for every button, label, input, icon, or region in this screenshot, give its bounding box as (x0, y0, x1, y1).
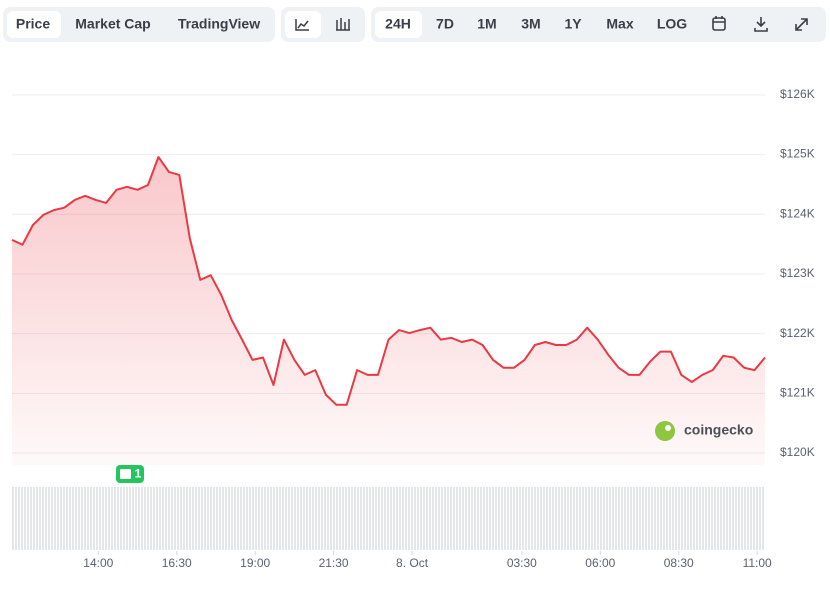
x-tick-label: 16:30 (162, 556, 192, 570)
active-tab[interactable] (7, 11, 61, 38)
x-tick-label: 08:30 (664, 556, 694, 570)
calendar-detail (713, 16, 725, 23)
y-tick-label: $124K (780, 206, 815, 220)
range-group (371, 7, 826, 42)
range-3m[interactable]: 3M (521, 16, 540, 32)
event-count: 1 (135, 467, 142, 481)
range-1m[interactable]: 1M (477, 16, 496, 32)
tab-price[interactable]: Price (16, 16, 50, 32)
x-tick-label: 03:30 (507, 556, 537, 570)
range-24h[interactable]: 24H (385, 16, 411, 32)
plot: $120K $121K $122K $123K $124K $125K $126K 14:00… (11, 87, 815, 570)
calendar-icon[interactable] (712, 17, 726, 31)
watermark-eye (665, 425, 671, 431)
candle-icon[interactable] (336, 18, 350, 31)
tab-market-cap[interactable]: Market Cap (75, 16, 150, 32)
y-tick-label: $122K (780, 326, 815, 340)
active-range[interactable] (375, 11, 422, 38)
toolbar: Price Market Cap TradingView 24H 7D 1M 3… (3, 7, 826, 42)
watermark-text: coingecko (684, 422, 753, 438)
view-group (3, 7, 275, 42)
volume-bars (12, 487, 765, 550)
tab-tradingview[interactable]: TradingView (178, 16, 260, 32)
event-icon (120, 469, 131, 479)
x-tick-label: 21:30 (319, 556, 349, 570)
x-tick-label: 14:00 (83, 556, 113, 570)
download-icon[interactable] (754, 17, 768, 32)
x-tick-label: 19:00 (240, 556, 270, 570)
range-max[interactable]: Max (606, 16, 633, 32)
price-line (11, 156, 766, 406)
range-1y[interactable]: 1Y (564, 16, 582, 32)
y-tick-label: $121K (780, 386, 815, 400)
watermark-logo (655, 421, 675, 441)
y-tick-label: $120K (780, 445, 815, 459)
y-tick-label: $123K (780, 266, 815, 280)
x-tick-label: 06:00 (585, 556, 615, 570)
line-icon (295, 19, 309, 31)
expand-icon[interactable] (795, 18, 808, 31)
price-area (12, 157, 765, 465)
y-tick-label: $125K (780, 147, 815, 161)
watermark: coingecko (655, 421, 753, 441)
x-tick-label: 8. Oct (396, 556, 429, 570)
y-tick-label: $126K (780, 87, 815, 101)
x-tick-label: 11:00 (743, 556, 772, 570)
range-7d[interactable]: 7D (436, 16, 454, 32)
event-badge[interactable]: 1 (116, 465, 144, 483)
log-toggle[interactable]: LOG (657, 16, 687, 32)
